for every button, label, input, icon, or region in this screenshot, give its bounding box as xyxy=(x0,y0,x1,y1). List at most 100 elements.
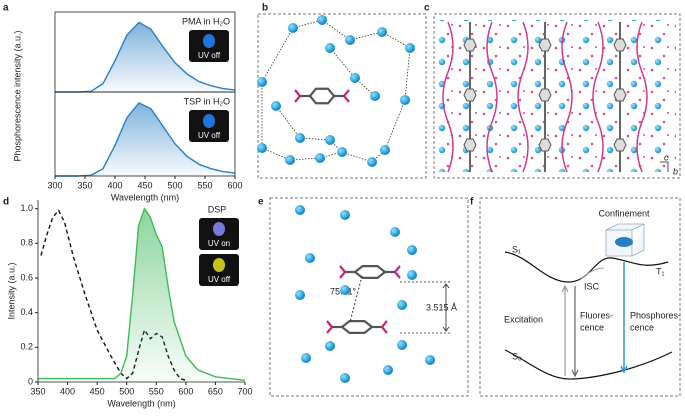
atom xyxy=(301,353,311,363)
atom xyxy=(317,15,327,25)
inset-label: UV off xyxy=(198,131,221,140)
contact-line xyxy=(404,47,411,101)
annotation: DSP xyxy=(208,204,227,214)
label: Phosphores- xyxy=(630,310,681,320)
axis-label: b xyxy=(673,166,678,176)
contact-line xyxy=(341,151,373,163)
y-tick-label: 0.8 xyxy=(20,238,33,248)
bond xyxy=(339,265,346,273)
atom xyxy=(407,245,417,255)
bond xyxy=(381,326,388,334)
ring xyxy=(538,138,552,152)
zigzag xyxy=(592,21,604,173)
x-tick-label: 550 xyxy=(149,386,164,396)
atom xyxy=(325,135,335,145)
label: Excitation xyxy=(504,314,543,324)
inset-label: UV off xyxy=(198,51,221,60)
atom xyxy=(405,43,415,53)
zigzag xyxy=(517,21,529,173)
dim-lines xyxy=(400,281,452,334)
contact-line xyxy=(275,105,301,139)
y-tick-label: 0.4 xyxy=(20,307,33,317)
bond xyxy=(343,95,350,103)
s0-curve xyxy=(504,349,673,380)
area xyxy=(38,208,245,382)
distance-label: 3.515 Å xyxy=(426,302,457,312)
ring xyxy=(463,138,477,152)
atom xyxy=(367,157,377,167)
contact-line xyxy=(299,137,331,141)
excitation-arrow xyxy=(561,284,569,376)
cube-molecule xyxy=(615,237,633,247)
y-tick-label: 0.2 xyxy=(20,342,33,352)
atom xyxy=(380,145,390,155)
label: S₀ xyxy=(512,351,522,361)
series-label: PMA in H₂O xyxy=(182,16,230,26)
atom xyxy=(397,340,407,350)
bond xyxy=(394,265,401,273)
label: S₁ xyxy=(512,244,521,254)
offset-line xyxy=(349,275,363,323)
x-tick-label: 550 xyxy=(197,180,212,190)
panel-labels: a b c d e f xyxy=(3,3,474,208)
zigzag xyxy=(442,21,454,173)
x-tick-label: 350 xyxy=(30,386,45,396)
atom xyxy=(350,73,360,83)
area xyxy=(55,22,235,92)
atom xyxy=(383,365,393,375)
x-tick-label: 650 xyxy=(208,386,223,396)
bond xyxy=(294,89,301,97)
panel-label: a xyxy=(3,3,9,14)
bond xyxy=(294,95,301,103)
ring xyxy=(463,88,477,102)
atom xyxy=(288,23,298,33)
atom xyxy=(377,27,387,37)
x-tick-label: 350 xyxy=(77,180,92,190)
x-tick-label: 450 xyxy=(137,180,152,190)
phosphorescence-arrow xyxy=(620,262,628,374)
contact-line xyxy=(321,19,351,41)
contact-line xyxy=(349,31,383,41)
panel-f-frame xyxy=(479,197,681,397)
benzene-ring xyxy=(308,87,336,105)
isc-arrow xyxy=(579,267,605,281)
s1-curve xyxy=(504,251,669,283)
area xyxy=(55,102,235,176)
y-tick-label: 0 xyxy=(28,376,33,386)
label: cence xyxy=(630,322,654,332)
fluorescence-arrow xyxy=(571,286,579,378)
atom xyxy=(285,155,295,165)
atom xyxy=(295,290,305,300)
inset-glow xyxy=(203,114,215,128)
contact-line xyxy=(261,147,291,161)
atom xyxy=(257,143,267,153)
ring xyxy=(613,88,627,102)
x-tick-label: 300 xyxy=(47,180,62,190)
x-tick-label: 600 xyxy=(227,180,242,190)
dim-arrow xyxy=(442,283,450,332)
atom xyxy=(325,341,335,351)
line xyxy=(38,207,246,381)
label: ISC xyxy=(584,281,600,291)
inset-glow xyxy=(213,258,225,272)
atom xyxy=(340,285,350,295)
label: Fluores- xyxy=(580,310,613,320)
panel-label: d xyxy=(3,197,9,208)
contact-line xyxy=(292,19,323,29)
panel-label: f xyxy=(470,197,474,208)
atom xyxy=(271,101,281,111)
atom xyxy=(340,210,350,220)
contact-line xyxy=(381,31,411,49)
atom xyxy=(390,227,400,237)
ring xyxy=(538,88,552,102)
atom xyxy=(397,300,407,310)
ring xyxy=(463,38,477,52)
inset-glow xyxy=(203,34,215,48)
panel-label: c xyxy=(424,3,430,14)
zigzag xyxy=(486,21,498,173)
zigzag xyxy=(561,21,573,173)
axis-arrow xyxy=(660,161,669,172)
inset-glow xyxy=(213,222,225,236)
y-tick-label: 0.6 xyxy=(20,272,33,282)
